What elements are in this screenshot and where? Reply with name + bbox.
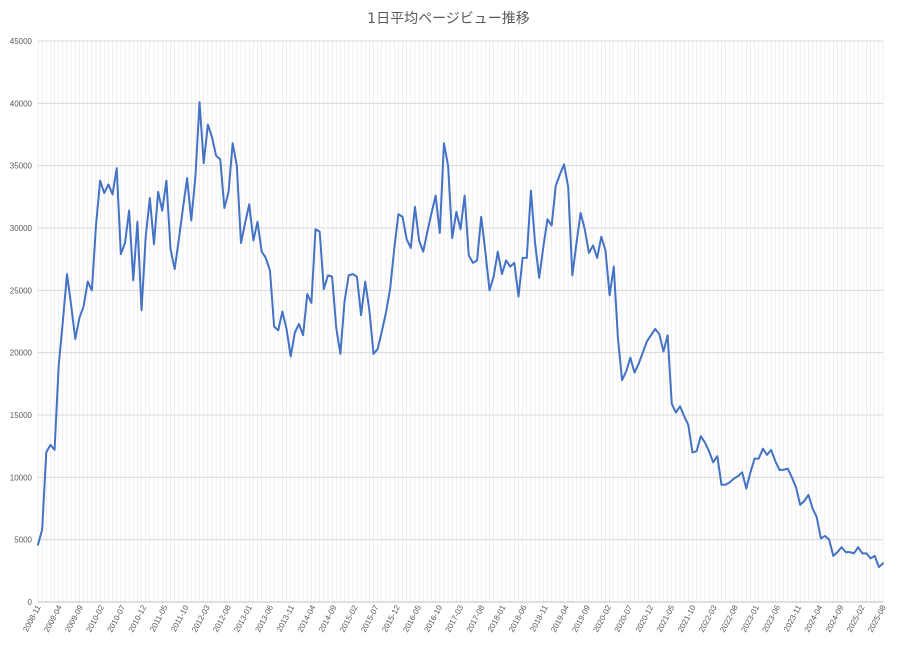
x-axis-tick-labels: 2008-11 2009-04 2009-09 2010-02 2010-07 2010-… [21, 603, 888, 634]
x-tick-label: 2013-06 [253, 603, 275, 634]
x-tick-label: 2021-10 [676, 603, 698, 634]
x-tick-label: 2023-06 [760, 603, 782, 634]
x-tick-label: 2012-08 [211, 603, 233, 634]
x-tick-label: 2020-02 [591, 603, 613, 634]
x-tick-label: 2018-11 [528, 603, 550, 633]
x-tick-label: 2025-08 [866, 603, 888, 634]
x-tick-label: 2010-12 [127, 603, 149, 634]
x-tick-label: 2012-03 [190, 603, 212, 634]
x-tick-label: 2017-08 [465, 603, 487, 634]
x-tick-label: 2013-11 [275, 603, 297, 633]
x-tick-label: 2020-07 [613, 603, 635, 634]
x-tick-label: 2014-09 [317, 603, 339, 634]
x-tick-label: 2008-11 [21, 603, 43, 633]
x-tick-label: 2021-05 [655, 603, 677, 634]
x-tick-label: 2015-02 [338, 603, 360, 634]
x-tick-label: 2019-04 [549, 603, 571, 634]
x-tick-label: 2010-02 [84, 603, 106, 634]
vertical-gridlines [37, 41, 884, 602]
x-tick-label: 2014-04 [296, 603, 318, 634]
x-tick-label: 2024-04 [803, 603, 825, 634]
x-tick-label: 2022-08 [718, 603, 740, 634]
x-tick-label: 2013-01 [232, 603, 254, 634]
x-tick-label: 2016-05 [401, 603, 423, 634]
y-axis-tick-labels: 0 5000 10000 15000 20000 25000 30000 35000 40000… [10, 37, 33, 607]
x-tick-label: 2016-10 [422, 603, 444, 634]
x-tick-label: 2025-02 [845, 603, 867, 634]
x-tick-label: 2011-05 [148, 603, 170, 633]
y-tick-label: 25000 [10, 286, 33, 295]
x-tick-label: 2011-10 [169, 603, 191, 633]
y-tick-label: 15000 [10, 411, 33, 420]
series-line [37, 101, 884, 569]
x-tick-label: 2018-06 [507, 603, 529, 634]
x-tick-label: 2015-07 [359, 603, 381, 634]
y-tick-label: 10000 [10, 473, 33, 482]
chart-title: 1日平均ページビュー推移 [367, 11, 530, 27]
x-tick-label: 2024-09 [824, 603, 846, 634]
y-tick-label: 35000 [10, 162, 33, 171]
x-tick-label: 2019-09 [570, 603, 592, 634]
x-tick-label: 2020-12 [634, 603, 656, 634]
y-tick-label: 40000 [10, 99, 33, 108]
x-tick-label: 2018-01 [486, 603, 508, 634]
x-tick-label: 2023-11 [782, 603, 804, 633]
x-tick-label: 2022-03 [697, 603, 719, 634]
y-tick-label: 5000 [14, 536, 32, 545]
y-tick-label: 45000 [10, 37, 33, 46]
y-tick-label: 0 [28, 598, 33, 607]
x-tick-label: 2009-04 [42, 603, 64, 634]
x-tick-label: 2023-01 [739, 603, 761, 634]
y-tick-label: 20000 [10, 349, 33, 358]
x-tick-label: 2010-07 [106, 603, 128, 634]
x-tick-label: 2009-09 [63, 603, 85, 634]
x-tick-label: 2015-12 [380, 603, 402, 634]
x-tick-label: 2017-03 [444, 603, 466, 634]
y-tick-label: 30000 [10, 224, 33, 233]
